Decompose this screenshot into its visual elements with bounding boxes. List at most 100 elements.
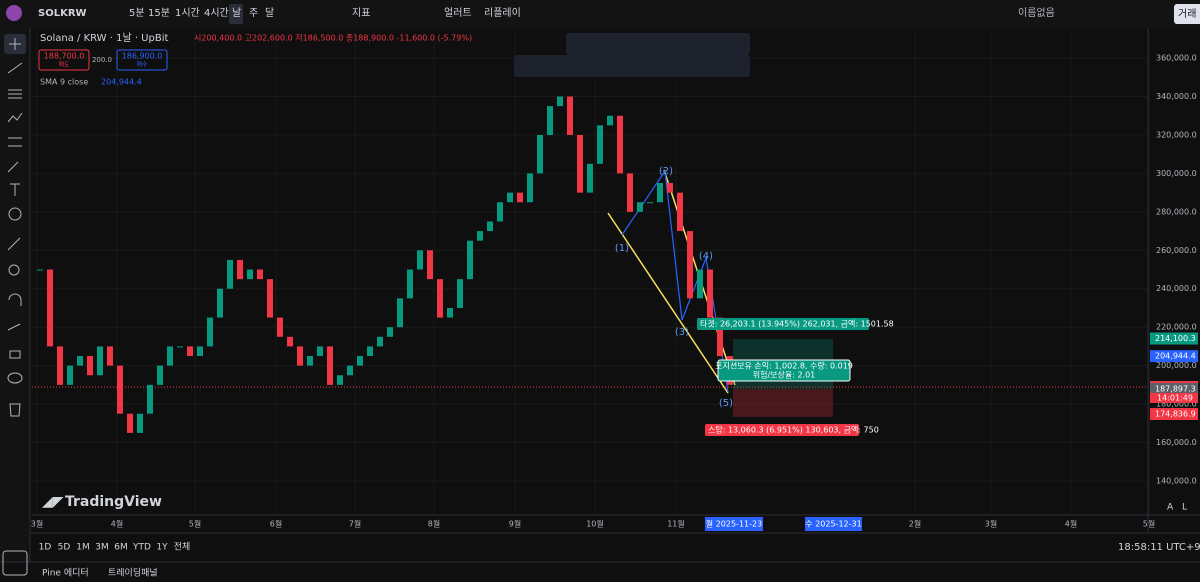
candle[interactable] xyxy=(607,115,613,126)
candle[interactable] xyxy=(587,163,593,193)
candle[interactable] xyxy=(177,346,183,348)
candle[interactable] xyxy=(667,183,673,193)
stop-zone[interactable] xyxy=(733,389,833,417)
interval[interactable]: 15분 xyxy=(148,7,170,19)
candle[interactable] xyxy=(487,221,493,232)
candle[interactable] xyxy=(337,375,343,385)
candle[interactable] xyxy=(707,269,713,318)
range-button[interactable]: YTD xyxy=(132,543,151,553)
candle[interactable] xyxy=(557,96,563,107)
candle[interactable] xyxy=(167,346,173,366)
symbol[interactable]: SOLKRW xyxy=(38,8,87,19)
candle[interactable] xyxy=(67,365,73,385)
candle[interactable] xyxy=(147,384,153,414)
candle[interactable] xyxy=(697,269,703,299)
candle[interactable] xyxy=(597,125,603,164)
bottom-tab[interactable]: Pine 에디터 xyxy=(42,568,89,579)
candle[interactable] xyxy=(457,279,463,308)
candle[interactable] xyxy=(397,298,403,328)
interval[interactable]: 달 xyxy=(265,7,274,19)
candle[interactable] xyxy=(347,365,353,376)
interval[interactable]: 1시간 xyxy=(175,7,200,19)
candle[interactable] xyxy=(447,307,453,318)
candle[interactable] xyxy=(107,346,113,366)
buy-button[interactable] xyxy=(116,49,168,71)
log-scale[interactable]: L xyxy=(1182,503,1187,513)
wedge-line[interactable] xyxy=(607,212,729,394)
candle[interactable] xyxy=(377,336,383,347)
candle[interactable] xyxy=(287,336,293,347)
candle[interactable] xyxy=(407,269,413,299)
candle[interactable] xyxy=(127,413,133,433)
candle[interactable] xyxy=(467,240,473,280)
candle[interactable] xyxy=(187,346,193,357)
candle[interactable] xyxy=(677,192,683,232)
candle[interactable] xyxy=(207,317,213,347)
candle[interactable] xyxy=(57,346,63,385)
candle[interactable] xyxy=(137,413,143,433)
candle[interactable] xyxy=(87,356,93,376)
candle[interactable] xyxy=(417,250,423,270)
candle[interactable] xyxy=(237,259,243,280)
toolbar-button[interactable]: 얼러트 xyxy=(444,7,472,19)
candle[interactable] xyxy=(227,259,233,289)
bottom-tab[interactable]: 트레이딩패널 xyxy=(108,568,158,579)
interval[interactable]: 날 xyxy=(232,7,241,19)
candle[interactable] xyxy=(77,356,83,366)
candle[interactable] xyxy=(497,202,503,222)
candle[interactable] xyxy=(37,269,43,271)
interval[interactable]: 4시간 xyxy=(204,7,229,19)
candle[interactable] xyxy=(527,173,533,203)
candle[interactable] xyxy=(257,269,263,280)
candle[interactable] xyxy=(547,106,553,135)
favorites[interactable] xyxy=(2,550,28,576)
wave-line[interactable] xyxy=(621,169,729,393)
candle[interactable] xyxy=(317,346,323,357)
candle[interactable] xyxy=(477,231,483,241)
sell-button[interactable] xyxy=(38,49,90,71)
wave-label[interactable]: (1) xyxy=(615,243,629,254)
wave-label[interactable]: (2) xyxy=(659,166,673,177)
wave-label[interactable]: (5) xyxy=(719,398,733,409)
candle[interactable] xyxy=(427,250,433,280)
candle[interactable] xyxy=(307,356,313,366)
toolbar-button[interactable]: 지표 xyxy=(352,7,370,19)
interval[interactable]: 주 xyxy=(249,8,258,19)
candle[interactable] xyxy=(247,269,253,280)
candle[interactable] xyxy=(717,317,723,357)
range-button[interactable]: 1Y xyxy=(156,543,168,553)
candle[interactable] xyxy=(357,356,363,366)
candle[interactable] xyxy=(537,134,543,174)
candle[interactable] xyxy=(367,346,373,357)
trade-button[interactable] xyxy=(1174,4,1200,24)
range-button[interactable]: 1M xyxy=(76,543,90,553)
candle[interactable] xyxy=(97,346,103,376)
candle[interactable] xyxy=(157,365,163,385)
candle[interactable] xyxy=(117,365,123,414)
range-button[interactable]: 5D xyxy=(58,543,71,553)
candle[interactable] xyxy=(657,183,663,203)
candle[interactable] xyxy=(387,327,393,337)
candle[interactable] xyxy=(627,173,633,212)
candle[interactable] xyxy=(637,202,643,212)
range-button[interactable]: 전체 xyxy=(174,542,191,553)
candle[interactable] xyxy=(297,346,303,366)
candle[interactable] xyxy=(327,346,333,385)
range-button[interactable]: 1D xyxy=(39,543,52,553)
candle[interactable] xyxy=(47,269,53,347)
range-button[interactable]: 6M xyxy=(114,543,128,553)
candle[interactable] xyxy=(217,288,223,318)
candle[interactable] xyxy=(517,192,523,203)
candle[interactable] xyxy=(567,96,573,135)
range-button[interactable]: 3M xyxy=(95,543,109,553)
candle[interactable] xyxy=(687,231,693,299)
candle[interactable] xyxy=(267,279,273,318)
candle[interactable] xyxy=(277,317,283,337)
wave-label[interactable]: (4) xyxy=(699,251,713,262)
avatar[interactable] xyxy=(6,5,22,21)
toolbar-button[interactable]: 리플레이 xyxy=(484,7,521,19)
candle[interactable] xyxy=(507,192,513,203)
interval[interactable]: 5분 xyxy=(129,7,145,19)
candle[interactable] xyxy=(617,115,623,174)
candle[interactable] xyxy=(647,202,653,204)
